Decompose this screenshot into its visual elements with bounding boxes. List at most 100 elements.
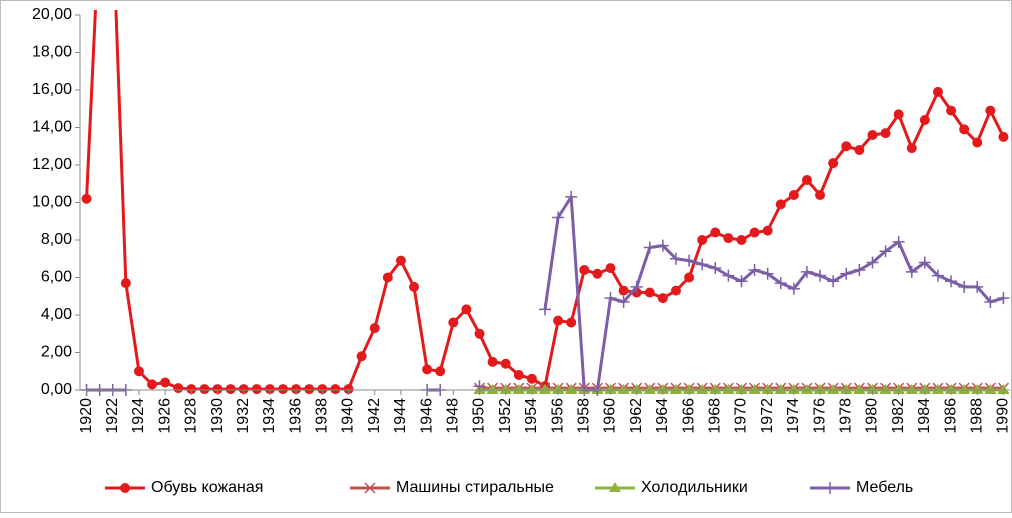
- data-point: [997, 384, 1010, 394]
- y-tick-label: 4,00: [41, 306, 72, 323]
- data-point: [787, 282, 800, 295]
- x-tick-label: 1966: [680, 398, 697, 434]
- x-tick-label: 1946: [418, 398, 435, 434]
- x-tick-label: 1942: [366, 398, 383, 434]
- data-point: [513, 370, 524, 380]
- x-tick-label: 1936: [287, 398, 304, 434]
- data-point: [723, 233, 734, 244]
- data-point: [565, 190, 578, 203]
- data-point: [448, 317, 459, 328]
- data-point: [892, 384, 905, 394]
- data-point: [656, 239, 669, 252]
- y-tick-label: 10,00: [32, 194, 72, 211]
- x-tick-label: 1978: [837, 398, 854, 434]
- data-point: [748, 384, 761, 394]
- x-tick-label: 1972: [759, 398, 776, 434]
- y-tick-label: 16,00: [32, 81, 72, 98]
- data-point: [710, 227, 721, 238]
- data-point: [722, 269, 735, 282]
- data-point: [774, 277, 787, 290]
- data-point: [971, 384, 984, 394]
- data-point: [592, 268, 603, 279]
- data-point: [422, 364, 433, 375]
- data-point: [343, 384, 354, 395]
- data-point: [618, 285, 629, 296]
- data-point: [879, 245, 892, 258]
- data-point: [238, 384, 249, 395]
- data-point: [997, 292, 1010, 305]
- data-point: [787, 384, 800, 394]
- data-point: [500, 358, 511, 369]
- data-point: [617, 384, 630, 394]
- data-point: [866, 256, 879, 269]
- x-tick-label: 1984: [916, 398, 933, 434]
- data-point: [722, 384, 735, 394]
- data-point: [264, 384, 275, 395]
- x-tick-label: 1968: [707, 398, 724, 434]
- y-tick-label: 12,00: [32, 156, 72, 173]
- data-point: [120, 278, 131, 289]
- data-point: [461, 304, 472, 315]
- data-point: [709, 262, 722, 275]
- data-point: [931, 269, 944, 282]
- data-point: [697, 235, 708, 245]
- data-point: [656, 384, 669, 394]
- y-tick-label: 20,00: [32, 6, 72, 23]
- data-point: [906, 143, 917, 154]
- data-point: [998, 131, 1009, 142]
- data-point: [330, 384, 341, 395]
- data-point: [918, 256, 931, 269]
- data-point: [657, 293, 668, 304]
- x-tick-label: 1932: [235, 398, 252, 434]
- data-point: [735, 275, 748, 288]
- legend-marker: [364, 482, 376, 494]
- x-tick-label: 1924: [130, 398, 147, 434]
- data-point: [736, 235, 747, 245]
- data-point: [382, 272, 393, 283]
- data-point: [526, 373, 537, 384]
- data-point: [552, 211, 565, 224]
- data-point: [696, 384, 709, 394]
- data-point: [971, 280, 984, 293]
- legend-label: Мебель: [856, 479, 913, 496]
- data-point: [748, 264, 761, 276]
- data-point: [487, 356, 498, 367]
- data-point: [317, 384, 328, 395]
- legend-label: Обувь кожаная: [151, 479, 263, 496]
- data-point: [840, 267, 853, 280]
- data-point: [905, 384, 918, 394]
- data-point: [173, 383, 184, 394]
- data-point: [853, 384, 866, 394]
- data-point: [774, 384, 787, 394]
- data-point: [160, 377, 171, 388]
- data-point: [893, 109, 904, 120]
- data-point: [918, 384, 931, 394]
- data-point: [683, 254, 696, 267]
- data-point: [684, 272, 695, 283]
- data-point: [212, 384, 223, 395]
- data-point: [867, 130, 878, 140]
- x-tick-label: 1934: [261, 398, 278, 434]
- data-point: [147, 379, 158, 390]
- legend-marker: [824, 482, 836, 494]
- data-point: [919, 115, 930, 125]
- data-point: [566, 317, 577, 328]
- data-point: [486, 384, 499, 394]
- data-point: [643, 384, 656, 394]
- x-tick-label: 1974: [785, 398, 802, 434]
- data-point: [841, 141, 852, 152]
- data-point: [945, 275, 958, 288]
- data-point: [932, 86, 943, 97]
- x-tick-label: 1958: [576, 398, 593, 434]
- data-point: [696, 258, 709, 271]
- legend-label: Машины стиральные: [396, 479, 554, 496]
- legend-marker: [609, 482, 621, 492]
- x-tick-label: 1956: [549, 398, 566, 434]
- data-point: [630, 384, 643, 394]
- data-point: [879, 384, 892, 394]
- x-tick-label: 1980: [864, 398, 881, 434]
- data-point: [788, 190, 799, 200]
- data-point: [474, 328, 485, 339]
- data-point: [669, 252, 682, 265]
- data-point: [800, 265, 813, 278]
